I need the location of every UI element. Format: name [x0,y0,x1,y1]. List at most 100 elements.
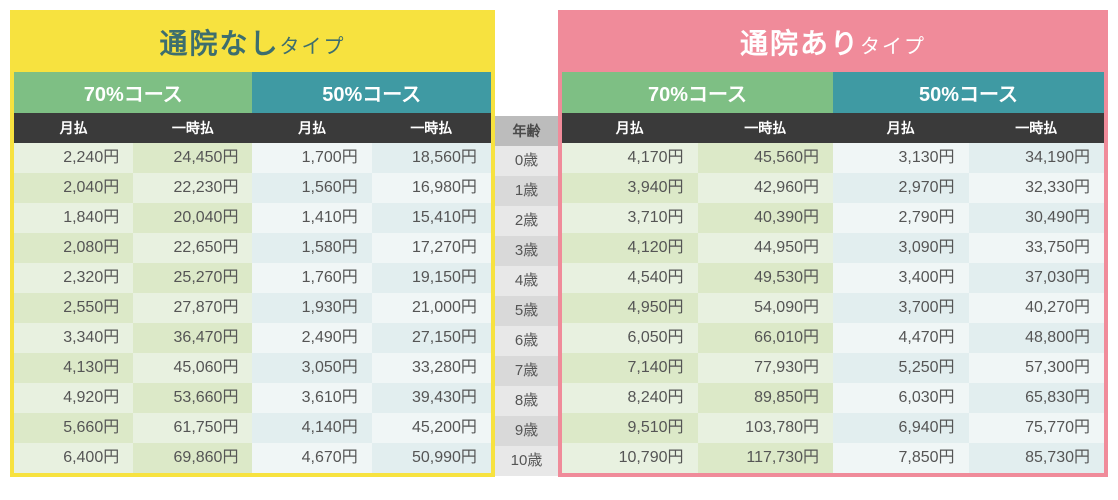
table-row: 4,130円45,060円3,050円33,280円 [14,353,491,383]
price-cell: 6,050円 [562,323,698,353]
price-cell: 61,750円 [133,413,252,443]
course-header-row: 70%コース 50%コース [14,72,491,113]
price-cell: 30,490円 [969,203,1105,233]
col-header: 月払 [833,113,969,143]
table-row: 10,790円117,730円7,850円85,730円 [562,443,1104,473]
table-row: 4,170円45,560円3,130円34,190円 [562,143,1104,173]
table-row: 2,240円24,450円1,700円18,560円 [14,143,491,173]
price-cell: 7,140円 [562,353,698,383]
price-cell: 57,300円 [969,353,1105,383]
title-main: 通院なし [159,28,279,59]
price-cell: 54,090円 [698,293,834,323]
price-cell: 45,200円 [372,413,491,443]
price-cell: 103,780円 [698,413,834,443]
price-cell: 50,990円 [372,443,491,473]
price-cell: 21,000円 [372,293,491,323]
price-cell: 1,410円 [252,203,371,233]
course-header-row: 70%コース 50%コース [562,72,1104,113]
price-cell: 3,130円 [833,143,969,173]
price-cell: 2,080円 [14,233,133,263]
age-cell: 7歳 [495,356,558,386]
table-row: 4,540円49,530円3,400円37,030円 [562,263,1104,293]
price-cell: 39,430円 [372,383,491,413]
age-cell: 0歳 [495,146,558,176]
title-sub: タイプ [279,36,345,58]
price-cell: 1,840円 [14,203,133,233]
table-row: 8,240円89,850円6,030円65,830円 [562,383,1104,413]
table-row: 6,050円66,010円4,470円48,800円 [562,323,1104,353]
col-header: 月払 [14,113,133,143]
price-cell: 1,560円 [252,173,371,203]
age-rows: 0歳1歳2歳3歳4歳5歳6歳7歳8歳9歳10歳 [495,146,558,476]
price-cell: 19,150円 [372,263,491,293]
table-row: 3,940円42,960円2,970円32,330円 [562,173,1104,203]
price-cell: 16,980円 [372,173,491,203]
price-cell: 85,730円 [969,443,1105,473]
age-column: 年齢 0歳1歳2歳3歳4歳5歳6歳7歳8歳9歳10歳 [495,10,558,476]
price-cell: 1,580円 [252,233,371,263]
price-cell: 6,030円 [833,383,969,413]
price-cell: 27,150円 [372,323,491,353]
table-row: 4,120円44,950円3,090円33,750円 [562,233,1104,263]
table-row: 4,920円53,660円3,610円39,430円 [14,383,491,413]
price-cell: 44,950円 [698,233,834,263]
title-sub: タイプ [860,36,926,58]
panel-title-left: 通院なしタイプ [14,14,491,72]
price-cell: 3,340円 [14,323,133,353]
table-row: 4,950円54,090円3,700円40,270円 [562,293,1104,323]
price-cell: 4,670円 [252,443,371,473]
price-cell: 117,730円 [698,443,834,473]
price-cell: 4,950円 [562,293,698,323]
price-cell: 6,400円 [14,443,133,473]
table-row: 5,660円61,750円4,140円45,200円 [14,413,491,443]
price-cell: 45,060円 [133,353,252,383]
course-50-header: 50%コース [252,72,490,113]
col-header: 一時払 [133,113,252,143]
price-cell: 53,660円 [133,383,252,413]
age-cell: 2歳 [495,206,558,236]
course-50-header: 50%コース [833,72,1104,113]
panel-no-outpatient: 通院なしタイプ 70%コース 50%コース 月払 一時払 月払 一時払 2,24… [10,10,495,477]
table-row: 2,550円27,870円1,930円21,000円 [14,293,491,323]
price-cell: 18,560円 [372,143,491,173]
sub-header-row: 月払 一時払 月払 一時払 [562,113,1104,143]
age-cell: 8歳 [495,386,558,416]
price-cell: 2,040円 [14,173,133,203]
price-cell: 45,560円 [698,143,834,173]
price-cell: 33,750円 [969,233,1105,263]
price-cell: 3,400円 [833,263,969,293]
price-cell: 25,270円 [133,263,252,293]
price-cell: 77,930円 [698,353,834,383]
price-cell: 4,140円 [252,413,371,443]
price-cell: 5,250円 [833,353,969,383]
data-rows-right: 4,170円45,560円3,130円34,190円3,940円42,960円2… [562,143,1104,473]
price-cell: 32,330円 [969,173,1105,203]
price-cell: 27,870円 [133,293,252,323]
price-cell: 40,390円 [698,203,834,233]
panel-title-right: 通院ありタイプ [562,14,1104,72]
price-cell: 9,510円 [562,413,698,443]
price-cell: 10,790円 [562,443,698,473]
price-cell: 22,650円 [133,233,252,263]
col-header: 一時払 [969,113,1105,143]
price-cell: 4,170円 [562,143,698,173]
table-row: 2,040円22,230円1,560円16,980円 [14,173,491,203]
age-cell: 4歳 [495,266,558,296]
price-cell: 22,230円 [133,173,252,203]
price-cell: 3,090円 [833,233,969,263]
data-rows-left: 2,240円24,450円1,700円18,560円2,040円22,230円1… [14,143,491,473]
price-cell: 1,760円 [252,263,371,293]
table-row: 7,140円77,930円5,250円57,300円 [562,353,1104,383]
price-cell: 4,120円 [562,233,698,263]
price-cell: 89,850円 [698,383,834,413]
price-cell: 1,700円 [252,143,371,173]
price-cell: 75,770円 [969,413,1105,443]
price-cell: 7,850円 [833,443,969,473]
price-cell: 1,930円 [252,293,371,323]
course-70-header: 70%コース [14,72,252,113]
price-cell: 40,270円 [969,293,1105,323]
price-cell: 8,240円 [562,383,698,413]
price-cell: 17,270円 [372,233,491,263]
table-row: 3,340円36,470円2,490円27,150円 [14,323,491,353]
table-row: 6,400円69,860円4,670円50,990円 [14,443,491,473]
